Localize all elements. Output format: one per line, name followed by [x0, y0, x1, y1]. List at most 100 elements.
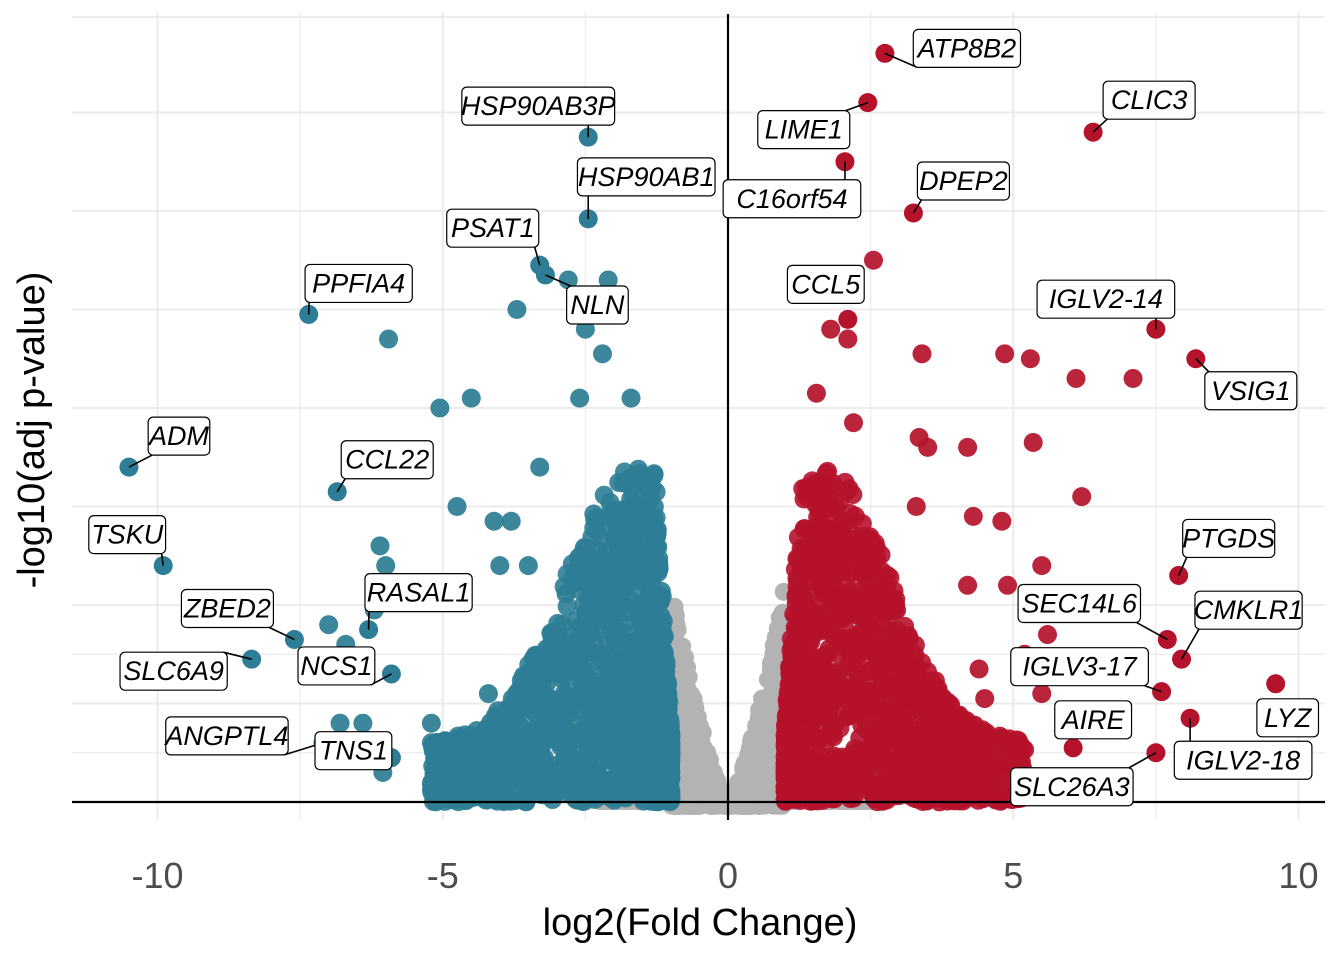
gene-point [968, 778, 988, 798]
gene-point [969, 659, 989, 679]
gene-point [593, 708, 613, 728]
gene-point [874, 735, 894, 755]
gene-point [860, 778, 880, 798]
gene-point [872, 757, 892, 777]
gene-point [370, 536, 390, 556]
label-box [180, 588, 275, 629]
gene-point [530, 457, 550, 477]
gene-point [832, 584, 852, 604]
label-box [446, 208, 540, 248]
gene-point [621, 776, 641, 796]
label-box [757, 110, 851, 150]
gene-point [521, 783, 541, 803]
gene-point [780, 733, 800, 753]
x-tick-labels: -10 -5 0 5 10 [131, 855, 1318, 896]
gene-point [648, 585, 668, 605]
gene-point [558, 270, 578, 290]
ns-point [676, 679, 695, 698]
gene-label: CMKLR1 [1180, 590, 1303, 660]
gene-point [1023, 432, 1043, 452]
gene-point [606, 671, 626, 691]
gene-point [604, 790, 624, 810]
gene-point [507, 300, 527, 319]
gene-point [451, 733, 471, 753]
gene-point [801, 528, 821, 548]
gene-point [379, 329, 399, 349]
ns-point [760, 751, 779, 770]
gene-point [810, 661, 830, 681]
gene-label: PTGDS [1177, 518, 1276, 576]
label-box [1173, 740, 1313, 780]
gene-point [1032, 556, 1052, 576]
label-box [119, 651, 228, 691]
gene-point [621, 489, 641, 509]
gene-point [491, 769, 511, 789]
gene-point [958, 437, 978, 457]
gene-point [1066, 368, 1086, 388]
labeled-gene-point [1063, 738, 1083, 758]
gene-point [571, 677, 591, 697]
gene-point [578, 740, 598, 760]
gene-point [570, 388, 590, 408]
gene-label: DPEP2 [912, 161, 1011, 214]
gene-point [998, 575, 1018, 595]
ns-point [706, 769, 725, 788]
gene-point [425, 734, 445, 754]
ns-point [764, 636, 783, 655]
gene-point [636, 734, 656, 754]
gene-point [781, 663, 801, 683]
gene-point [607, 535, 627, 555]
gene-point [822, 597, 842, 617]
label-box [786, 264, 865, 304]
x-tick-label: 0 [718, 855, 738, 896]
gene-point [595, 606, 615, 626]
gene-point [436, 770, 456, 790]
label-box [304, 263, 413, 304]
gene-point [518, 556, 538, 576]
gene-name: SLC6A9 [123, 656, 224, 686]
gene-point [576, 538, 596, 558]
label-box [147, 416, 211, 456]
label-connector [336, 478, 346, 493]
gene-point [943, 740, 963, 760]
gene-point [555, 646, 575, 666]
gene-label: LYZ [1256, 698, 1320, 738]
label-box [1256, 698, 1320, 738]
label-box [576, 157, 716, 197]
gene-point [1123, 368, 1143, 388]
gene-point [573, 660, 593, 680]
label-box [364, 573, 473, 613]
gene-name: SEC14L6 [1021, 588, 1138, 618]
gene-point [330, 713, 350, 733]
gene-point [570, 790, 590, 810]
gene-point [492, 745, 512, 765]
x-axis-title: log2(Fold Change) [543, 902, 858, 944]
gene-point [594, 485, 614, 505]
gene-point [969, 724, 989, 744]
label-connector [128, 454, 153, 468]
gene-point [510, 754, 530, 774]
gene-point [578, 588, 598, 608]
gene-point [841, 637, 861, 657]
gene-point [926, 742, 946, 762]
gene-point [433, 788, 453, 808]
gene-label: HSP90AB3P [461, 86, 616, 138]
gene-point [430, 398, 450, 418]
gene-point [776, 717, 796, 737]
gene-point [353, 713, 373, 733]
gene-label: RASAL1 [364, 573, 473, 630]
gene-point [844, 413, 864, 433]
label-box [1010, 647, 1149, 687]
gene-point [624, 473, 644, 493]
gene-point [832, 747, 852, 767]
gene-point [852, 753, 872, 773]
gene-point [319, 615, 339, 635]
ns-point [755, 694, 774, 713]
gene-point [863, 250, 883, 270]
gene-point [987, 790, 1007, 810]
gene-point [857, 571, 877, 591]
gene-label: SEC14L6 [1017, 583, 1168, 641]
labeled-gene-point [1266, 674, 1286, 694]
gene-name: ADM [147, 421, 210, 451]
gene-name: HSP90AB1 [578, 162, 715, 192]
